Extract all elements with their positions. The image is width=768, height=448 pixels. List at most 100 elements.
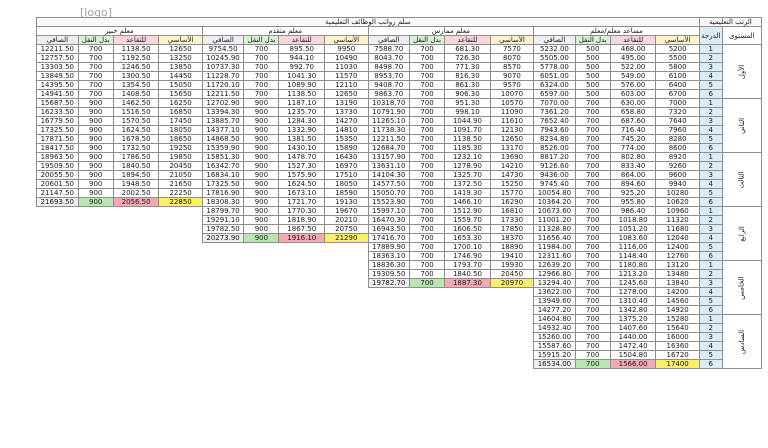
salary-cell-transport: 700 bbox=[574, 170, 611, 180]
salary-cell-retirement: 1354.50 bbox=[112, 80, 160, 90]
salary-cell-basic: 13690 bbox=[489, 152, 535, 162]
salary-cell-net: 13885.70 bbox=[201, 116, 245, 126]
salary-cell-retirement: 1192.50 bbox=[112, 53, 160, 63]
salary-cell-retirement: 861.30 bbox=[444, 80, 491, 90]
salary-cell-retirement: 1462.50 bbox=[112, 98, 160, 108]
empty-cell bbox=[278, 242, 325, 252]
salary-cell-basic: 15280 bbox=[655, 314, 700, 324]
salary-cell-net: 17325.50 bbox=[201, 179, 245, 189]
salary-cell-net: 18799.70 bbox=[201, 206, 245, 216]
salary-cell-retirement: 1185.30 bbox=[444, 143, 491, 153]
salary-cell-transport: 700 bbox=[408, 161, 446, 171]
salary-cell-transport: 900 bbox=[243, 107, 280, 117]
salary-cell-basic: 15640 bbox=[655, 323, 700, 333]
salary-cell-net: 12211.50 bbox=[201, 89, 245, 99]
salary-cell-basic: 7960 bbox=[655, 125, 700, 135]
column-header-transport: بدل النقل bbox=[408, 35, 446, 45]
salary-cell-retirement: 1624.50 bbox=[278, 179, 326, 189]
salary-cell-basic: 17330 bbox=[489, 215, 535, 225]
empty-cell bbox=[158, 269, 203, 279]
empty-cell bbox=[490, 350, 534, 360]
salary-cell-basic: 21290 bbox=[324, 233, 369, 243]
empty-cell bbox=[78, 323, 114, 333]
empty-cell bbox=[113, 350, 159, 360]
salary-cell-basic: 12400 bbox=[655, 242, 700, 252]
empty-cell bbox=[36, 332, 79, 342]
empty-cell bbox=[324, 314, 369, 324]
salary-cell-basic: 19670 bbox=[324, 206, 369, 216]
degree-cell: 1 bbox=[698, 44, 723, 54]
salary-cell-net: 19782.50 bbox=[201, 224, 245, 234]
level-label: الرابع bbox=[721, 206, 763, 261]
empty-cell bbox=[113, 323, 159, 333]
salary-cell-transport: 700 bbox=[574, 287, 611, 297]
empty-cell bbox=[158, 215, 203, 225]
table-row: الخامس 1 13120 1180.80 700 12639.20 19930 1793.… bbox=[36, 260, 763, 315]
salary-cell-net: 21693.50 bbox=[36, 197, 79, 207]
salary-cell-basic: 12650 bbox=[324, 89, 369, 99]
salary-cell-basic: 11570 bbox=[324, 71, 369, 81]
empty-cell bbox=[444, 359, 491, 369]
column-header-transport: بدل النقل bbox=[243, 35, 280, 45]
salary-cell-retirement: 630.00 bbox=[609, 98, 657, 108]
empty-cell bbox=[243, 305, 279, 315]
salary-cell-basic: 9940 bbox=[655, 179, 700, 189]
empty-cell bbox=[202, 269, 244, 279]
salary-cell-basic: 9950 bbox=[324, 44, 369, 54]
empty-cell bbox=[409, 323, 445, 333]
salary-cell-basic: 12130 bbox=[489, 125, 535, 135]
empty-cell bbox=[368, 323, 410, 333]
empty-cell bbox=[409, 341, 445, 351]
empty-cell bbox=[113, 233, 159, 243]
empty-cell bbox=[158, 296, 203, 306]
salary-cell-net: 14577.50 bbox=[367, 179, 410, 189]
empty-cell bbox=[324, 296, 369, 306]
salary-cell-basic: 12650 bbox=[158, 44, 203, 54]
empty-cell bbox=[409, 350, 445, 360]
salary-cell-transport: 700 bbox=[243, 53, 280, 63]
table-row: 5 6400 576.00 500 6324.00 9570 861.30 700 9408.7… bbox=[36, 80, 762, 90]
salary-cell-transport: 700 bbox=[574, 224, 611, 234]
salary-cell-retirement: 1180.80 bbox=[609, 260, 657, 270]
salary-cell-basic: 17450 bbox=[158, 116, 203, 126]
salary-cell-basic: 16810 bbox=[489, 206, 535, 216]
salary-cell-retirement: 816.30 bbox=[444, 71, 491, 81]
salary-cell-basic: 9070 bbox=[489, 71, 535, 81]
salary-cell-basic: 5500 bbox=[655, 53, 700, 63]
table-row: الرابع 1 10960 986.40 700 10673.60 16810 1512.9… bbox=[36, 206, 763, 261]
empty-cell bbox=[490, 341, 534, 351]
salary-cell-retirement: 726.30 bbox=[444, 53, 491, 63]
empty-cell bbox=[243, 332, 279, 342]
salary-cell-basic: 11320 bbox=[655, 215, 700, 225]
salary-cell-net: 15915.20 bbox=[533, 350, 576, 360]
salary-cell-transport: 900 bbox=[77, 116, 114, 126]
degree-cell: 2 bbox=[698, 53, 723, 63]
salary-cell-retirement: 1472.40 bbox=[609, 341, 657, 351]
column-header-basic: الأساسي bbox=[489, 35, 535, 45]
table-row: الأول 1 5200 468.00 500 5232.00 7570 681.30 700 7… bbox=[36, 44, 763, 99]
salary-cell-basic: 10620 bbox=[655, 197, 700, 207]
empty-cell bbox=[78, 251, 114, 261]
empty-cell bbox=[490, 296, 534, 306]
degree-cell: 5 bbox=[698, 242, 723, 252]
empty-cell bbox=[36, 215, 79, 225]
salary-cell-retirement: 1916.10 bbox=[278, 233, 326, 243]
salary-cell-retirement: 1606.50 bbox=[444, 224, 491, 234]
empty-cell bbox=[113, 206, 159, 216]
salary-cell-net: 13849.50 bbox=[36, 71, 79, 81]
table-row: 3 7640 687.60 700 7652.40 11610 1044.90 700 1126… bbox=[36, 116, 762, 126]
salary-cell-basic: 9260 bbox=[655, 161, 700, 171]
salary-cell-transport: 700 bbox=[574, 161, 611, 171]
empty-cell bbox=[243, 323, 279, 333]
salary-cell-retirement: 1527.30 bbox=[278, 161, 326, 171]
empty-cell bbox=[202, 323, 244, 333]
empty-cell bbox=[78, 224, 114, 234]
salary-cell-net: 14395.50 bbox=[36, 80, 79, 90]
empty-cell bbox=[324, 323, 369, 333]
salary-cell-basic: 15770 bbox=[489, 188, 535, 198]
salary-cell-retirement: 1278.90 bbox=[444, 161, 491, 171]
column-header-basic: الأساسي bbox=[158, 35, 203, 45]
salary-cell-transport: 700 bbox=[408, 170, 446, 180]
empty-cell bbox=[36, 287, 79, 297]
empty-cell bbox=[444, 305, 491, 315]
